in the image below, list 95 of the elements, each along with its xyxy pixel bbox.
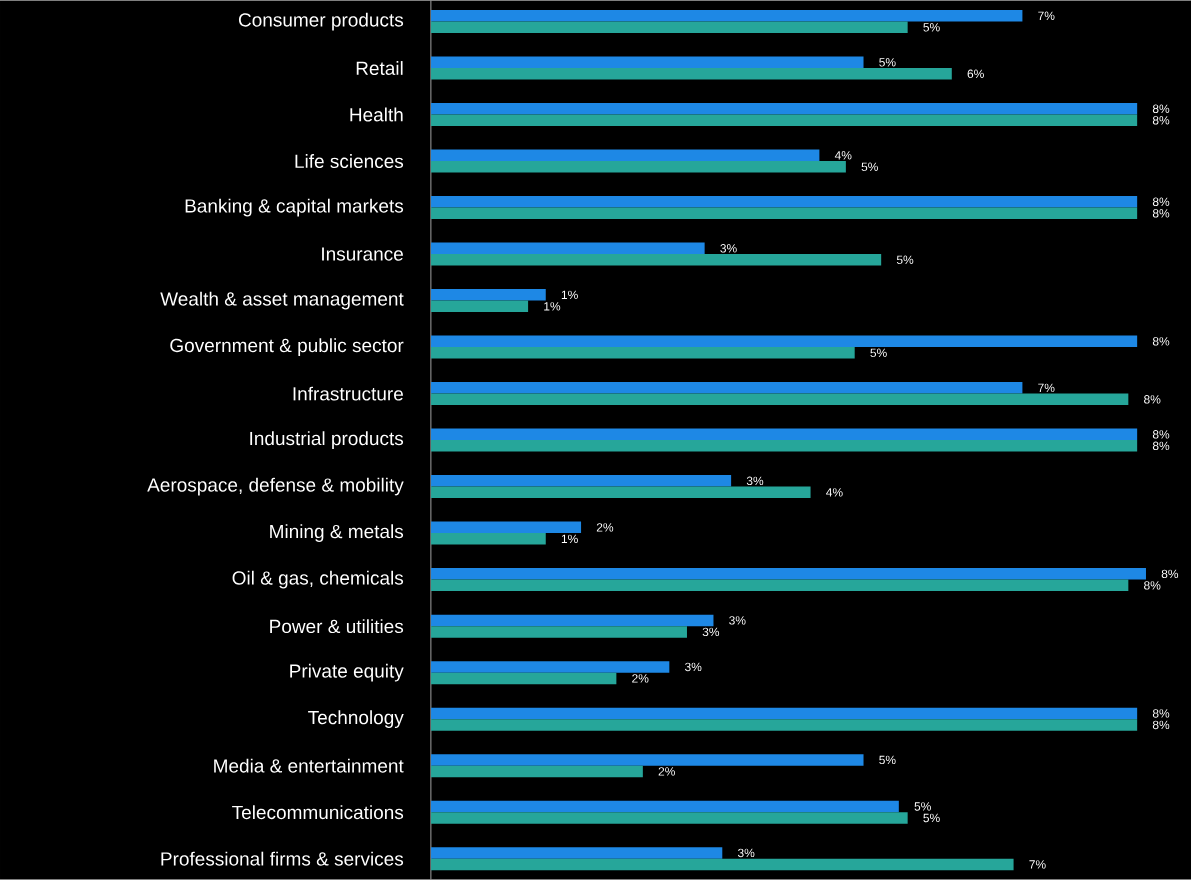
data-label: 8% (1152, 337, 1170, 346)
data-label: 1% (561, 534, 578, 543)
data-label: 3% (729, 616, 746, 625)
bar (431, 160, 846, 173)
data-label: 2% (632, 674, 649, 683)
y-tick-label: Industrial products (250, 431, 404, 449)
data-label: 8% (1152, 441, 1170, 450)
bar (431, 335, 1138, 347)
bar (431, 242, 705, 254)
bar (431, 486, 811, 499)
bar (431, 614, 714, 627)
data-label: 8% (1144, 395, 1161, 404)
bar (431, 521, 582, 534)
data-label: 3% (720, 243, 737, 253)
data-label: 8% (1152, 720, 1170, 730)
y-tick-label: Oil & gas, chemicals (232, 570, 404, 589)
bar (431, 207, 1138, 219)
data-label: 8% (1161, 569, 1179, 579)
bar (431, 568, 1146, 580)
bar (431, 149, 820, 161)
data-label: 5% (879, 57, 896, 67)
bar (431, 533, 546, 545)
data-label: 3% (702, 627, 720, 637)
y-tick-label: Infrastructure (293, 386, 403, 401)
data-label: 2% (658, 767, 675, 776)
bar (431, 67, 952, 80)
y-tick-label: Telecommunications (232, 805, 404, 820)
data-label: 5% (896, 255, 914, 264)
bar (431, 672, 617, 685)
bar (431, 765, 643, 778)
data-label: 3% (746, 476, 764, 485)
bar (431, 707, 1138, 720)
y-tick-label: Retail (356, 60, 403, 75)
data-label: 1% (544, 302, 561, 311)
bar (431, 9, 1023, 22)
bar (431, 56, 864, 68)
data-label: 5% (923, 813, 940, 823)
bar (431, 21, 908, 33)
data-label: 7% (1038, 11, 1055, 20)
data-label: 8% (1144, 581, 1161, 590)
y-tick-label: Life sciences (295, 153, 404, 168)
y-tick-label: Health (350, 107, 403, 122)
data-label: 5% (870, 348, 887, 357)
bar (431, 812, 908, 824)
bar (431, 858, 1014, 871)
data-label: 5% (914, 802, 931, 811)
data-label: 8% (1152, 115, 1170, 125)
data-label: 8% (1152, 709, 1170, 718)
data-label: 8% (1152, 197, 1170, 206)
bar (431, 288, 546, 301)
y-tick-label: Wealth & asset management (160, 291, 404, 310)
data-label: 3% (684, 662, 702, 672)
y-tick-label: Consumer products (238, 12, 404, 31)
bar (431, 719, 1138, 731)
data-label: 8% (1152, 208, 1170, 218)
bar (431, 440, 1138, 452)
y-tick-label: Banking & capital markets (185, 198, 404, 217)
bar (431, 114, 1138, 126)
bar (431, 579, 1129, 592)
y-tick-label: Private equity (290, 663, 404, 682)
data-label: 1% (561, 290, 578, 299)
bar (431, 626, 687, 638)
data-label: 8% (1152, 430, 1170, 439)
data-label: 4% (826, 488, 843, 497)
y-tick-label: Professional firms & services (161, 851, 404, 866)
y-tick-label: Insurance (322, 247, 403, 261)
y-tick-label: Media & entertainment (214, 758, 404, 773)
bar (431, 754, 864, 766)
bar (431, 195, 1138, 208)
bar (431, 382, 1023, 394)
data-label: 5% (879, 755, 896, 765)
data-label: 5% (923, 22, 940, 32)
data-label: 4% (834, 151, 852, 160)
bar (431, 393, 1129, 405)
bar (431, 346, 855, 359)
data-label: 6% (967, 69, 984, 78)
data-label: 7% (1029, 860, 1046, 869)
bar (431, 428, 1138, 441)
bar (431, 661, 670, 673)
bar (431, 300, 529, 312)
data-label: 7% (1038, 383, 1055, 392)
y-tick-label: Government & public sector (170, 338, 404, 356)
y-tick-label: Power & utilities (270, 619, 404, 634)
bar (431, 102, 1138, 115)
bar (431, 800, 899, 813)
y-tick-label: Technology (308, 710, 404, 728)
bar (431, 847, 723, 859)
bar (431, 475, 732, 487)
y-tick-label: Aerospace, defense & mobility (147, 477, 404, 496)
y-tick-label: Mining & metals (270, 524, 404, 542)
data-label: 8% (1152, 104, 1170, 113)
data-label: 2% (596, 523, 614, 532)
data-label: 3% (737, 848, 755, 858)
bar (431, 253, 882, 266)
data-label: 5% (861, 162, 878, 171)
